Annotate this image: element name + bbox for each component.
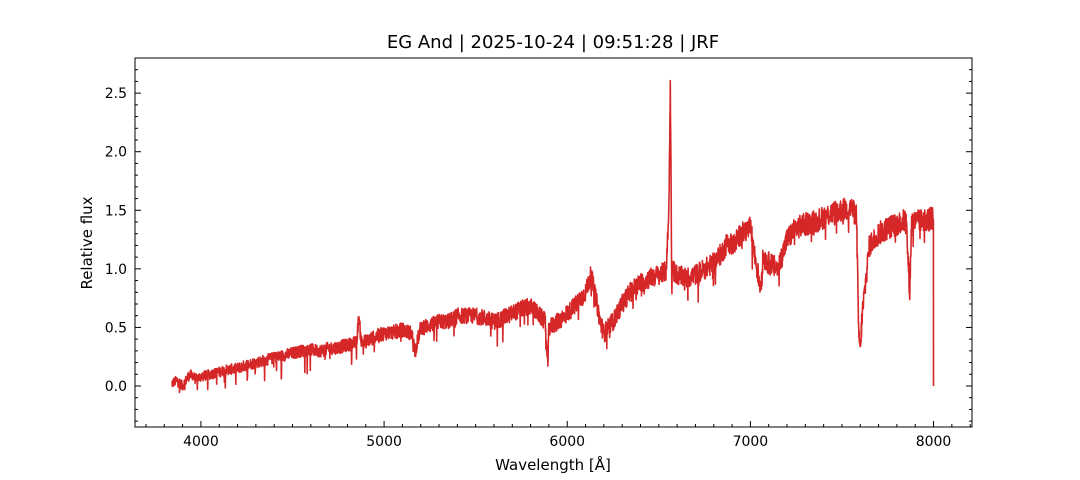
spectrum-line <box>171 79 935 394</box>
x-tick-label: 7000 <box>733 434 769 450</box>
x-tick-label: 6000 <box>549 434 585 450</box>
y-tick-label: 0.0 <box>105 379 127 395</box>
plot-frame <box>134 57 973 428</box>
y-tick-label: 2.0 <box>105 145 127 161</box>
y-tick-label: 1.5 <box>105 203 127 219</box>
plot-area <box>171 79 935 394</box>
spectrum-series <box>171 79 935 394</box>
x-axis: 4000 5000 6000 7000 8000 <box>145 421 971 450</box>
x-tick-label: 4000 <box>183 434 219 450</box>
y-tick-label: 1.0 <box>105 262 127 278</box>
chart-title: EG And | 2025-10-24 | 09:51:28 | JRF <box>387 32 719 53</box>
y-axis: 0.0 0.5 1.0 1.5 2.0 2.5 <box>105 69 972 422</box>
y-tick-label: 0.5 <box>105 320 127 336</box>
x-tick-label: 8000 <box>916 434 952 450</box>
y-tick-label: 2.5 <box>105 86 127 102</box>
x-axis-label: Wavelength [Å] <box>495 455 611 474</box>
x-tick-label: 5000 <box>366 434 402 450</box>
y-axis-label: Relative flux <box>78 196 96 289</box>
